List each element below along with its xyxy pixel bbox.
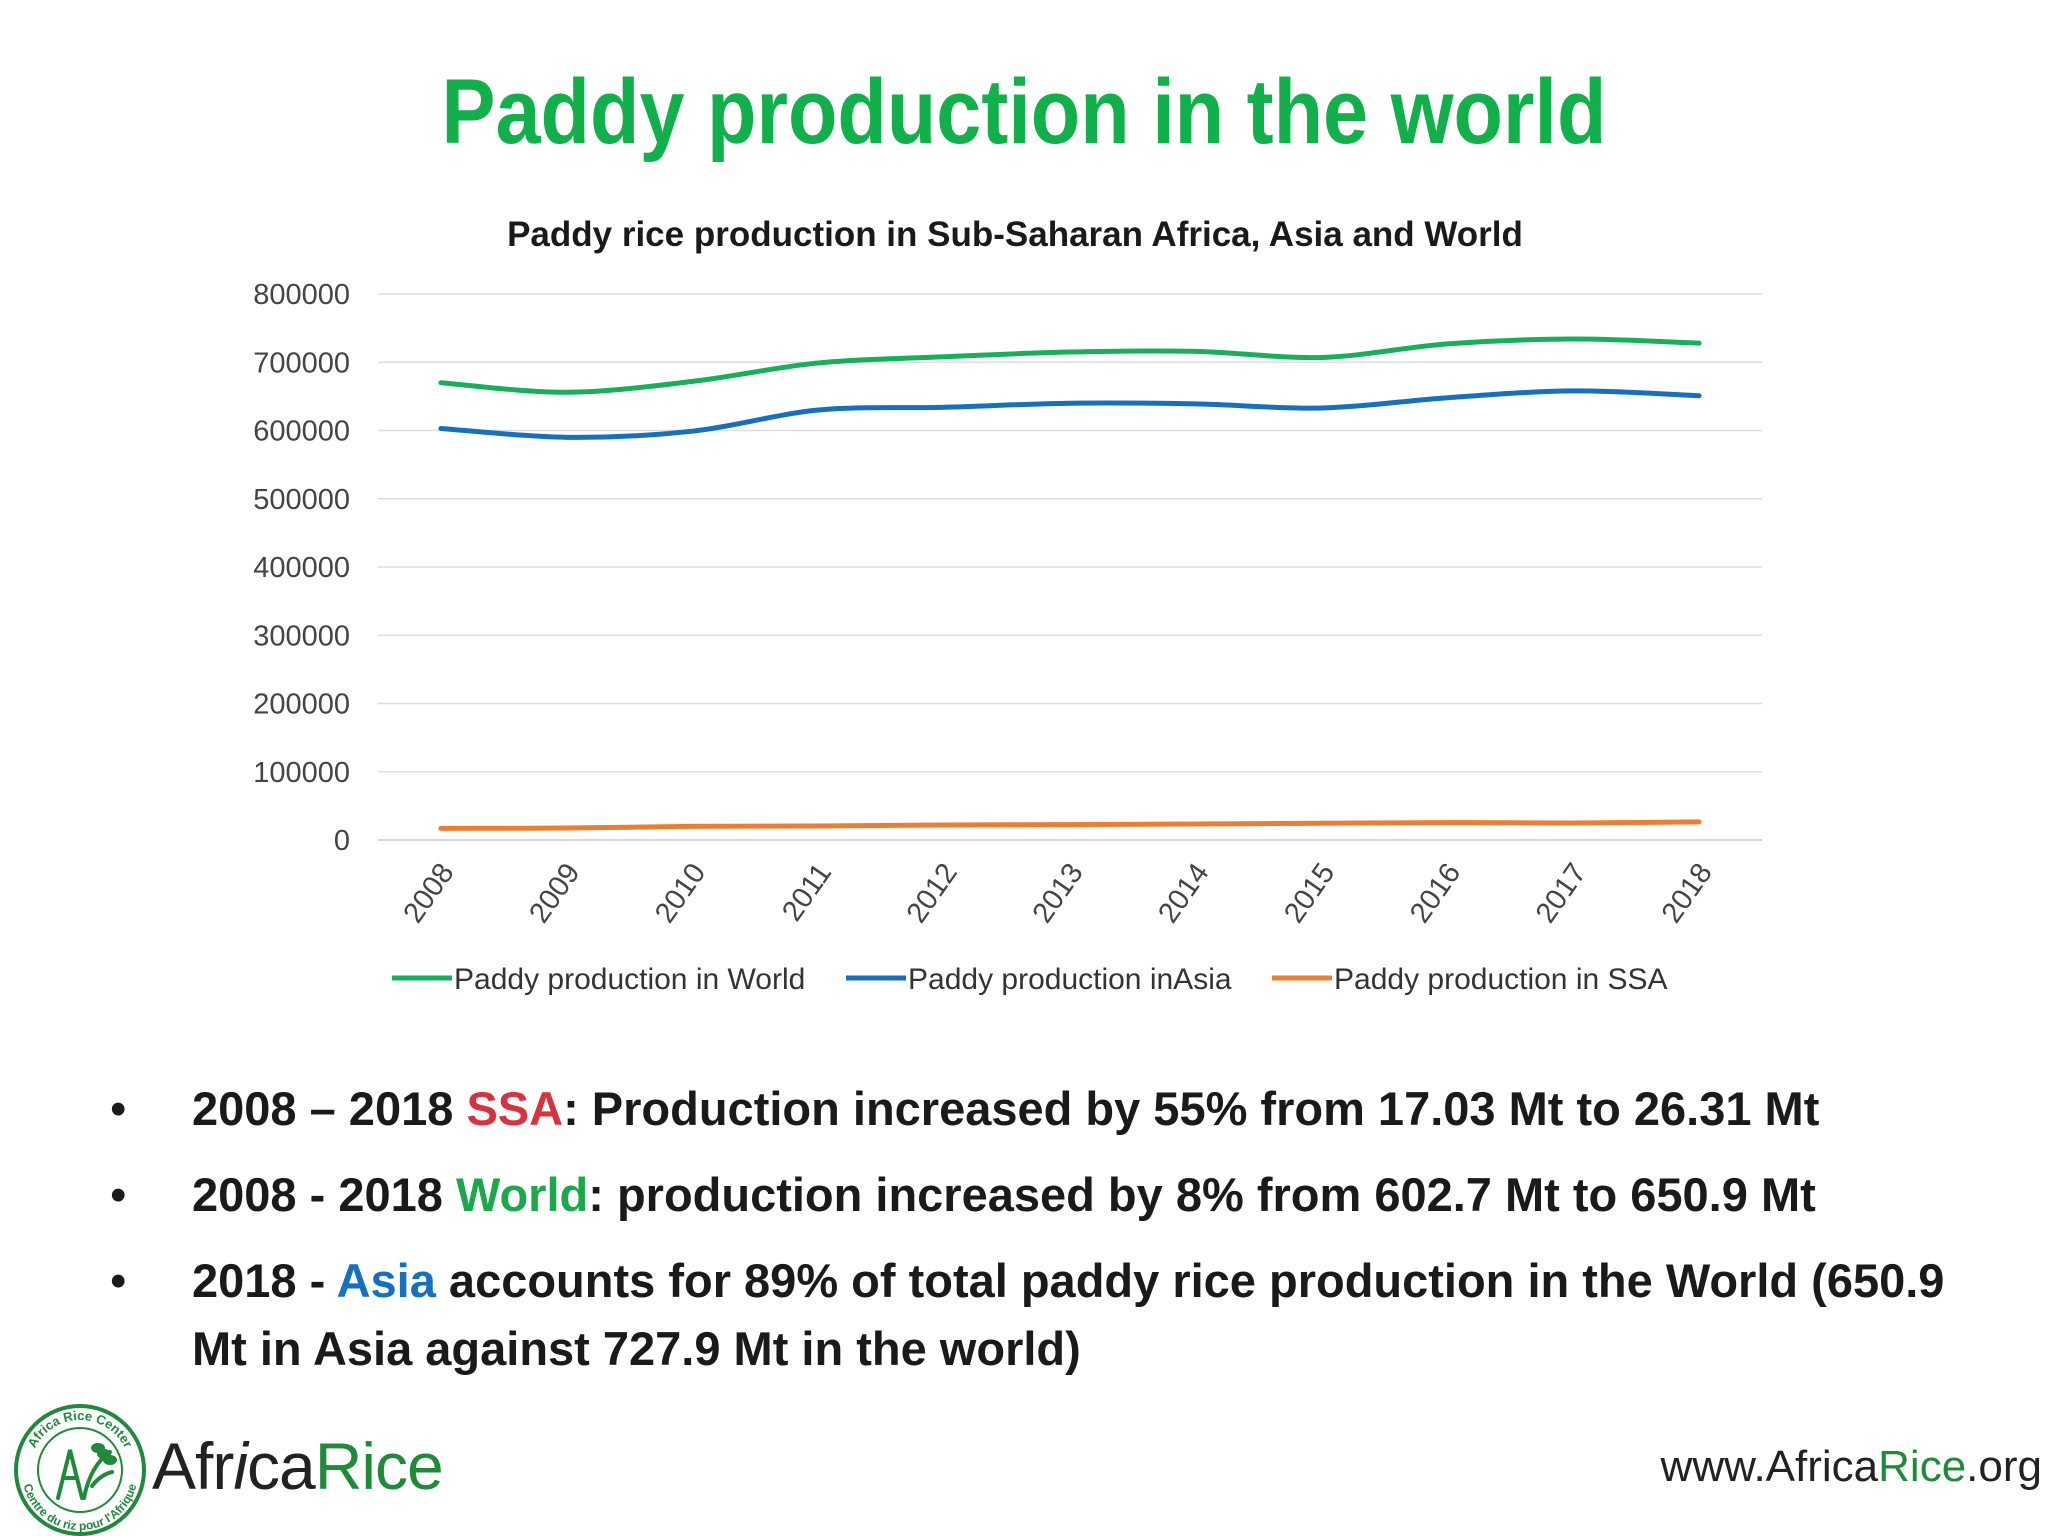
slide-title: Paddy production in the world: [441, 61, 1607, 163]
bullet-text: : Production increased by 55% from 17.03…: [563, 1082, 1820, 1135]
africarice-seal-logo: Africa Rice Center Centre du riz pour l'…: [14, 1404, 146, 1536]
bullet-dot: •: [110, 1168, 127, 1221]
africarice-wordmark: AfricaRice: [152, 1429, 444, 1503]
line-chart: Paddy rice production in Sub-Saharan Afr…: [253, 215, 1762, 996]
bullet-highlight-asia: Asia: [336, 1254, 436, 1307]
website-url[interactable]: www.AfricaRice.org: [1660, 1442, 2042, 1491]
y-tick-label: 100000: [253, 757, 350, 789]
bullet-text: accounts for 89% of total paddy rice pro…: [192, 1254, 1945, 1375]
x-tick-label: 2016: [1404, 858, 1467, 929]
bullet-text: : production increased by 8% from 602.7 …: [588, 1168, 1816, 1221]
y-tick-label: 0: [334, 825, 350, 857]
chart-legend: Paddy production in World Paddy productio…: [392, 963, 1668, 996]
y-tick-label: 700000: [253, 347, 350, 379]
x-tick-label: 2015: [1278, 858, 1341, 929]
bullet-dot: •: [110, 1254, 127, 1307]
y-axis-ticks: 0 100000 200000 300000 400000 500000 600000 700…: [253, 279, 350, 857]
x-tick-label: 2012: [901, 858, 964, 929]
series-line-paddy-production-in-ssa: [438, 819, 1702, 831]
series-line-paddy-production-in-world: [438, 336, 1702, 395]
y-tick-label: 600000: [253, 416, 350, 448]
x-tick-label: 2014: [1152, 858, 1215, 929]
bullet-item-asia: • 2018 - Asia accounts for 89% of total p…: [110, 1247, 1990, 1383]
bullet-highlight-ssa: SSA: [466, 1082, 564, 1135]
series-line-paddy-production-inasia: [438, 388, 1702, 440]
y-tick-label: 500000: [253, 484, 350, 516]
x-tick-label: 2011: [776, 858, 838, 927]
chart-series: [438, 336, 1702, 831]
legend-label: Paddy production in SSA: [1334, 963, 1668, 996]
bullet-item-ssa: • 2008 – 2018 SSA: Production increased b…: [110, 1075, 1990, 1143]
y-tick-label: 800000: [253, 279, 350, 311]
y-tick-label: 300000: [253, 620, 350, 652]
x-axis-ticks: 2008 2009 2010 2011 2012 2013 2014 2015 2016 2017…: [397, 858, 1718, 929]
legend-label: Paddy production inAsia: [908, 963, 1232, 996]
y-tick-label: 200000: [253, 689, 350, 721]
chart-title: Paddy rice production in Sub-Saharan Afr…: [507, 215, 1523, 254]
x-tick-label: 2013: [1027, 858, 1090, 929]
y-tick-label: 400000: [253, 552, 350, 584]
bullet-text: 2008 – 2018: [192, 1082, 467, 1135]
x-tick-label: 2010: [649, 858, 712, 929]
x-tick-label: 2017: [1530, 858, 1593, 929]
x-tick-label: 2018: [1656, 858, 1719, 929]
bullet-highlight-world: World: [455, 1168, 589, 1221]
chart-gridlines: [378, 293, 1762, 841]
legend-label: Paddy production in World: [454, 963, 805, 996]
rice-plant-icon: [56, 1443, 117, 1500]
bullet-text: 2008 - 2018: [192, 1168, 456, 1221]
x-tick-label: 2009: [523, 858, 586, 929]
bullet-item-world: • 2008 - 2018 World: production increased…: [110, 1161, 1990, 1229]
bullet-dot: •: [110, 1082, 127, 1135]
bullet-text: 2018 -: [192, 1254, 337, 1307]
x-tick-label: 2008: [397, 858, 460, 929]
bullet-list: • 2008 – 2018 SSA: Production increased b…: [110, 1075, 1990, 1401]
